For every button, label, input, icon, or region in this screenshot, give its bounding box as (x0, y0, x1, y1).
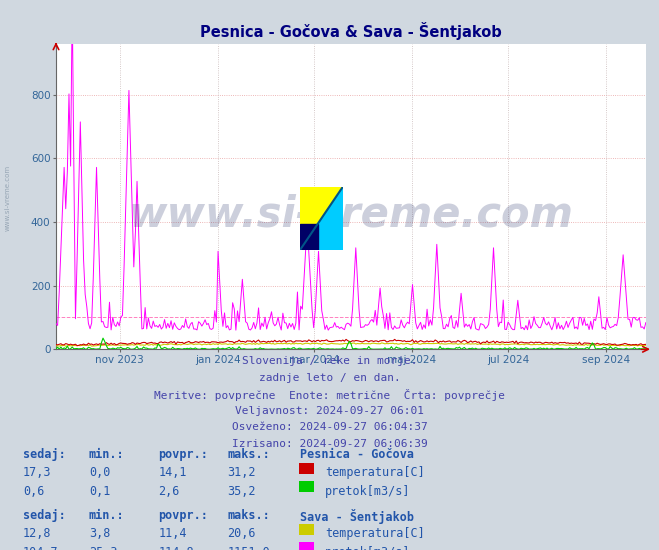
Text: Slovenija / reke in morje.: Slovenija / reke in morje. (242, 356, 417, 366)
Title: Pesnica - Gočova & Sava - Šentjakob: Pesnica - Gočova & Sava - Šentjakob (200, 22, 501, 40)
Text: Izrisano: 2024-09-27 06:06:39: Izrisano: 2024-09-27 06:06:39 (231, 439, 428, 449)
Text: 104,7: 104,7 (23, 546, 59, 550)
Text: 2,6: 2,6 (158, 485, 179, 498)
Text: sedaj:: sedaj: (23, 448, 66, 461)
Text: maks.:: maks.: (227, 509, 270, 522)
Text: Osveženo: 2024-09-27 06:04:37: Osveženo: 2024-09-27 06:04:37 (231, 422, 428, 432)
Text: Veljavnost: 2024-09-27 06:01: Veljavnost: 2024-09-27 06:01 (235, 406, 424, 416)
Bar (300, 224, 318, 250)
Text: maks.:: maks.: (227, 448, 270, 461)
Text: Meritve: povprečne  Enote: metrične  Črta: povprečje: Meritve: povprečne Enote: metrične Črta:… (154, 389, 505, 402)
Text: 35,2: 35,2 (227, 485, 256, 498)
Text: 14,1: 14,1 (158, 466, 186, 480)
Text: 11,4: 11,4 (158, 527, 186, 541)
Text: min.:: min.: (89, 448, 125, 461)
Text: 31,2: 31,2 (227, 466, 256, 480)
Text: 0,1: 0,1 (89, 485, 110, 498)
Text: temperatura[C]: temperatura[C] (325, 466, 424, 480)
Text: 0,6: 0,6 (23, 485, 44, 498)
Text: 17,3: 17,3 (23, 466, 51, 480)
Text: Pesnica - Gočova: Pesnica - Gočova (300, 448, 414, 461)
Text: 3,8: 3,8 (89, 527, 110, 541)
Polygon shape (300, 187, 343, 250)
Text: 1151,0: 1151,0 (227, 546, 270, 550)
Text: 25,3: 25,3 (89, 546, 117, 550)
Polygon shape (300, 187, 343, 250)
Text: www.si-vreme.com: www.si-vreme.com (5, 165, 11, 231)
Text: pretok[m3/s]: pretok[m3/s] (325, 546, 411, 550)
Text: www.si-vreme.com: www.si-vreme.com (129, 194, 573, 236)
Text: min.:: min.: (89, 509, 125, 522)
Text: 20,6: 20,6 (227, 527, 256, 541)
Text: povpr.:: povpr.: (158, 509, 208, 522)
Text: temperatura[C]: temperatura[C] (325, 527, 424, 541)
Text: 114,8: 114,8 (158, 546, 194, 550)
Text: sedaj:: sedaj: (23, 509, 66, 522)
Text: povpr.:: povpr.: (158, 448, 208, 461)
Text: 0,0: 0,0 (89, 466, 110, 480)
Text: pretok[m3/s]: pretok[m3/s] (325, 485, 411, 498)
Text: 12,8: 12,8 (23, 527, 51, 541)
Text: zadnje leto / en dan.: zadnje leto / en dan. (258, 373, 401, 383)
Text: Sava - Šentjakob: Sava - Šentjakob (300, 509, 414, 524)
